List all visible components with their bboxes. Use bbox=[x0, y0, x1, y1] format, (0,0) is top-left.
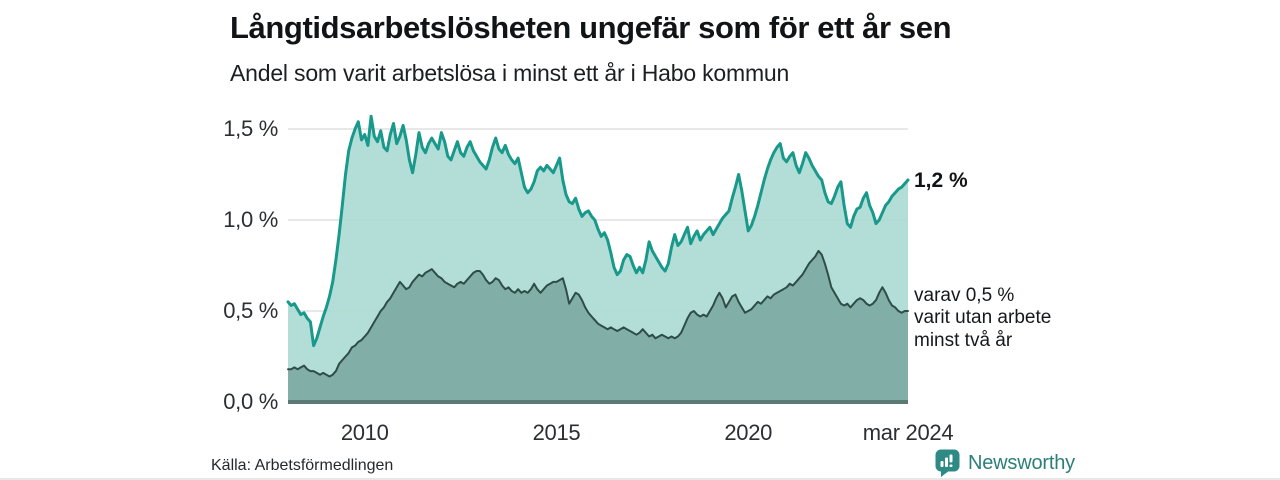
x-axis-tick: 2020 bbox=[724, 420, 773, 445]
bottom-divider bbox=[0, 478, 1280, 480]
x-axis-tick: mar 2024 bbox=[862, 420, 954, 445]
line-series-0 bbox=[286, 114, 910, 348]
y-axis-tick: 1,5 % bbox=[223, 116, 278, 141]
x-axis-tick: 2015 bbox=[532, 420, 581, 445]
y-axis-tick: 0,5 % bbox=[223, 298, 278, 323]
y-axis-tick: 0,0 % bbox=[223, 389, 278, 414]
series-subset-end-label: varav 0,5 % varit utan arbete minst två … bbox=[914, 285, 1052, 351]
newsworthy-barchart-icon bbox=[934, 448, 961, 478]
brand-logo: Newsworthy bbox=[934, 448, 1075, 478]
brand-name: Newsworthy bbox=[968, 451, 1075, 474]
area-series-1 bbox=[288, 250, 908, 402]
line-series-1 bbox=[287, 249, 909, 378]
x-axis-tick: 2010 bbox=[340, 420, 389, 445]
chart-subtitle: Andel som varit arbetslösa i minst ett å… bbox=[230, 60, 790, 86]
series-total-end-label: 1,2 % bbox=[914, 169, 968, 192]
source-note: Källa: Arbetsförmedlingen bbox=[211, 457, 394, 474]
y-axis-tick: 1,0 % bbox=[223, 207, 278, 232]
page-title: Långtidsarbetslösheten ungefär som för e… bbox=[230, 10, 952, 45]
